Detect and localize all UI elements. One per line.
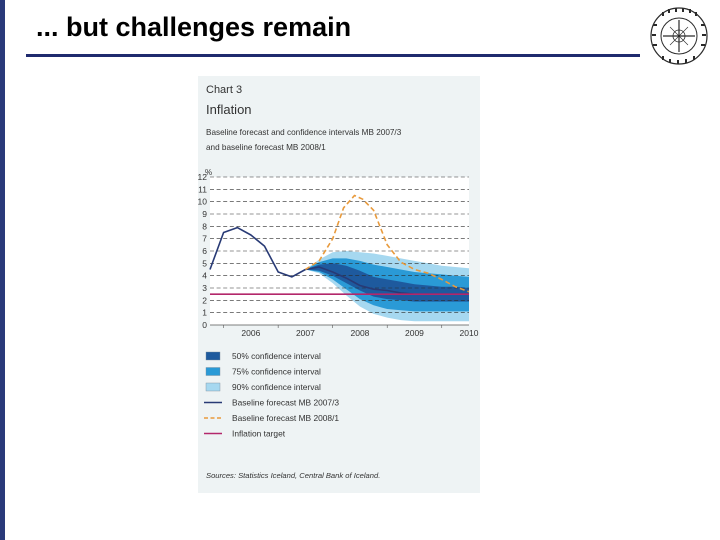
- title-underline: [26, 54, 640, 57]
- chart-subtitle-2: and baseline forecast MB 2008/1: [206, 143, 326, 152]
- chart-panel: Chart 3 Inflation Baseline forecast and …: [198, 76, 480, 493]
- y-tick-label-10: 10: [198, 197, 207, 207]
- bank-seal-logo: [650, 7, 708, 65]
- legend-label-inflation-target: Inflation target: [232, 429, 286, 439]
- band-50-percent: [305, 263, 469, 302]
- y-tick-label-3: 3: [202, 283, 207, 293]
- chart-source-note: Sources: Statistics Iceland, Central Ban…: [206, 471, 380, 480]
- legend-label-90-confidence-interval: 90% confidence interval: [232, 382, 321, 392]
- legend-swatch-75-confidence-interval: [205, 367, 221, 376]
- left-decorative-strip: [0, 0, 5, 540]
- y-tick-label-6: 6: [202, 246, 207, 256]
- legend-label-50-confidence-interval: 50% confidence interval: [232, 351, 321, 361]
- x-tick-label-2006: 2006: [241, 328, 260, 338]
- chart-title: Inflation: [206, 102, 252, 117]
- y-tick-label-8: 8: [202, 221, 207, 231]
- legend-swatch-90-confidence-interval: [205, 382, 221, 392]
- y-tick-label-2: 2: [202, 295, 207, 305]
- x-tick-label-2009: 2009: [405, 328, 424, 338]
- y-tick-label-9: 9: [202, 209, 207, 219]
- line-baseline-2008-1: [304, 194, 470, 293]
- legend-label-baseline-forecast-mb-2007-3: Baseline forecast MB 2007/3: [232, 398, 339, 408]
- legend-label-75-confidence-interval: 75% confidence interval: [232, 367, 321, 377]
- legend-swatch-50-confidence-interval: [205, 351, 221, 361]
- y-tick-label-5: 5: [202, 258, 207, 268]
- inflation-chart: Chart 3 Inflation Baseline forecast and …: [198, 84, 479, 480]
- x-tick-label-2010: 2010: [460, 328, 479, 338]
- chart-subtitle-1: Baseline forecast and confidence interva…: [206, 128, 402, 137]
- legend-label-baseline-forecast-mb-2008-1: Baseline forecast MB 2008/1: [232, 413, 339, 423]
- x-tick-label-2007: 2007: [296, 328, 315, 338]
- y-tick-label-1: 1: [202, 308, 207, 318]
- y-tick-label-0: 0: [202, 320, 207, 330]
- y-unit-label: %: [205, 168, 212, 177]
- chart-number: Chart 3: [206, 84, 242, 96]
- y-tick-label-12: 12: [198, 172, 207, 182]
- y-tick-label-7: 7: [202, 234, 207, 244]
- slide-title: ... but challenges remain: [36, 12, 352, 42]
- y-tick-label-4: 4: [202, 271, 207, 281]
- x-tick-label-2008: 2008: [350, 328, 369, 338]
- y-tick-label-11: 11: [198, 184, 207, 194]
